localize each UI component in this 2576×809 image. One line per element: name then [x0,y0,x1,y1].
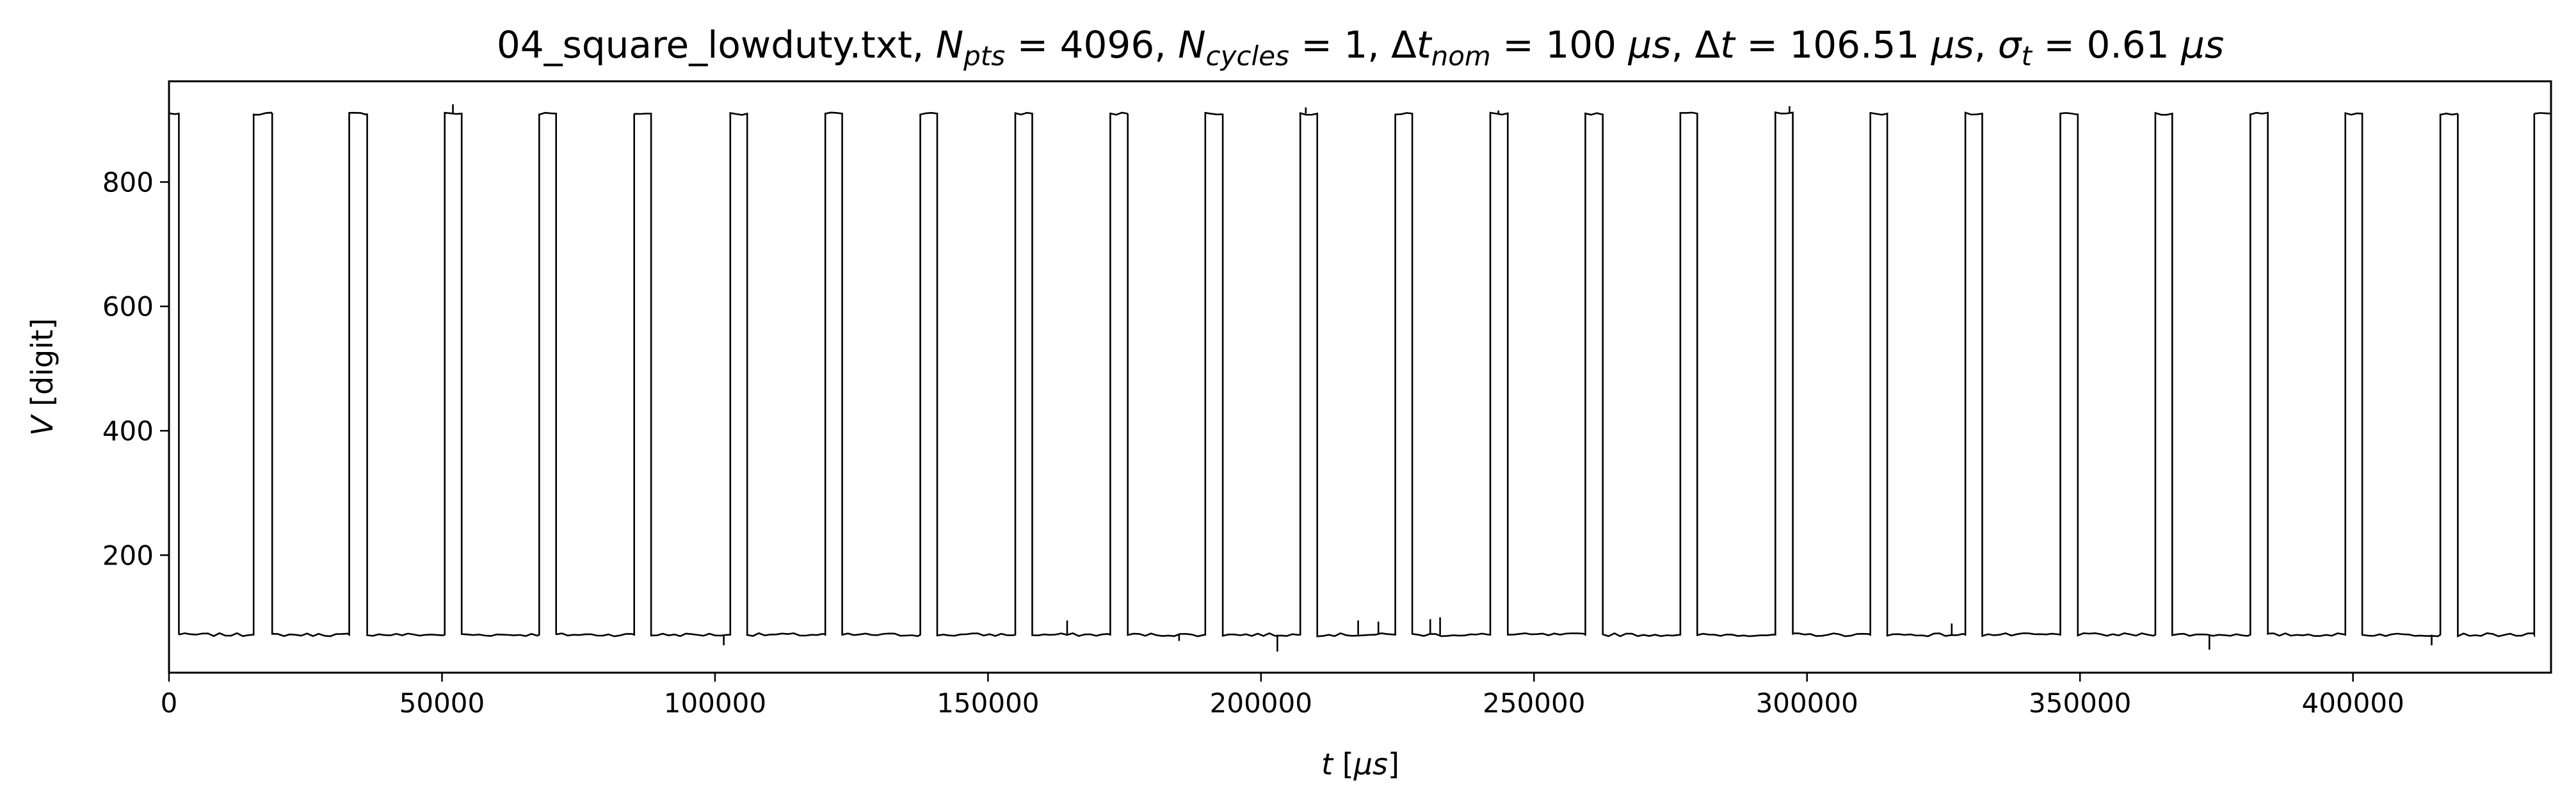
x-axis-var: t [1321,747,1334,781]
y-axis-label: V [digit] [25,318,60,436]
x-tick-label: 150000 [937,687,1039,719]
title-sigma-unit: μs [2180,23,2224,67]
x-axis-unit-close: ] [1388,747,1399,781]
title-dt-comma: , [1974,23,1998,67]
y-axis-unit: [digit] [25,318,60,416]
chart-title: 04_square_lowduty.txt, Npts = 4096, Ncyc… [497,23,2224,72]
plot-area [169,104,2551,652]
x-tick-label: 300000 [1756,687,1858,719]
title-sigma-value: = 0.61 [2032,23,2181,67]
title-dt-unit: μs [1931,23,1974,67]
title-npts-subscript: pts [963,40,1005,72]
title-dtnom-comma: , [1671,23,1695,67]
title-ncyc-symbol: N [1178,23,1205,67]
x-tick-label: 0 [161,687,178,719]
title-dtnom-t: t [1417,23,1433,67]
series-line-voltage [169,111,2551,638]
title-file: 04_square_lowduty.txt, [497,23,936,67]
x-axis-label: t [μs] [1321,747,1399,781]
x-axis-unit: μs [1353,747,1388,781]
axis-ticks: 0 50000 100000 150000 200000 250000 300000 3500… [102,166,2404,719]
title-dt-value: = 106.51 [1735,23,1931,67]
x-tick-label: 400000 [2301,687,2404,719]
title-dtnom-value: = 100 [1491,23,1629,67]
x-tick-label: 100000 [664,687,766,719]
x-axis-unit-open: [ [1333,747,1354,781]
title-dt-delta: Δ [1695,23,1720,67]
y-tick-label: 200 [102,540,154,571]
y-tick-label: 600 [102,291,154,323]
title-npts-value: = 4096, [1005,23,1178,67]
title-dt-t: t [1720,23,1736,67]
title-ncyc-value: = 1, [1289,23,1391,67]
x-tick-label: 350000 [2029,687,2131,719]
y-tick-label: 800 [102,166,154,198]
title-dtnom-unit: μs [1627,23,1671,67]
title-dtnom-subscript: nom [1431,40,1491,72]
x-tick-label: 200000 [1210,687,1312,719]
y-axis-var: V [25,413,60,436]
x-tick-label: 50000 [399,687,485,719]
x-tick-label: 250000 [1483,687,1585,719]
title-sigma-symbol: σ [1998,23,2023,67]
title-npts-symbol: N [936,23,963,67]
title-dtnom-delta: Δ [1391,23,1417,67]
y-tick-label: 400 [102,415,154,447]
axes-frame [168,80,2552,674]
title-sigma-subscript: t [2022,40,2033,72]
title-ncyc-subscript: cycles [1205,40,1289,72]
